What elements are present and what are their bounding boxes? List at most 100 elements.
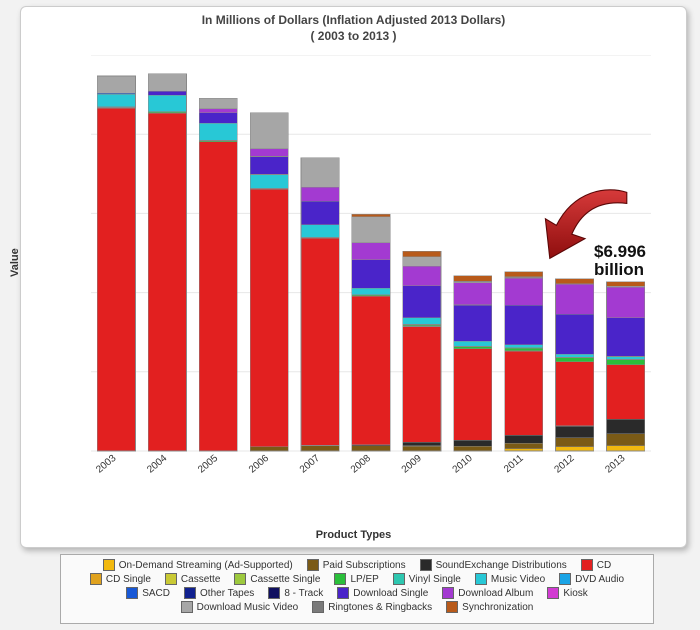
legend-item: Paid Subscriptions: [307, 559, 406, 571]
bar-segment: [505, 443, 543, 448]
bar-segment: [606, 434, 644, 446]
svg-text:2010: 2010: [451, 453, 475, 476]
bar-segment: [505, 449, 543, 451]
legend-label: Ringtones & Ringbacks: [328, 602, 432, 613]
svg-text:2004: 2004: [145, 453, 169, 476]
legend-item: Download Music Video: [181, 601, 299, 613]
legend-item: Ringtones & Ringbacks: [312, 601, 432, 613]
legend-item: Other Tapes: [184, 587, 254, 599]
bar-segment: [556, 284, 594, 314]
chart-card: In Millions of Dollars (Inflation Adjust…: [20, 6, 687, 548]
bar-segment: [301, 187, 339, 201]
legend-swatch: [475, 573, 487, 585]
bar-segment: [556, 357, 594, 361]
legend-swatch: [307, 559, 319, 571]
bar-segment: [403, 257, 441, 266]
legend-item: Download Single: [337, 587, 428, 599]
bar-segment: [148, 74, 186, 91]
bar-segment: [199, 142, 237, 451]
bar-segment: [301, 225, 339, 237]
legend-swatch: [559, 573, 571, 585]
legend-swatch: [420, 559, 432, 571]
legend-label: Paid Subscriptions: [323, 560, 406, 571]
svg-text:2013: 2013: [603, 453, 627, 476]
bar-segment: [352, 214, 390, 216]
legend-swatch: [184, 587, 196, 599]
chart-title-2: ( 2003 to 2013 ): [21, 29, 686, 43]
svg-text:2008: 2008: [349, 453, 373, 476]
legend-label: Download Single: [353, 588, 428, 599]
bar-segment: [148, 91, 186, 95]
legend-item: SoundExchange Distributions: [420, 559, 567, 571]
bar-segment: [606, 419, 644, 434]
bar-segment: [250, 113, 288, 149]
legend-label: Kiosk: [563, 588, 587, 599]
bar-segment: [454, 446, 492, 451]
legend-item: SACD: [126, 587, 170, 599]
legend-swatch: [126, 587, 138, 599]
chart-frame: In Millions of Dollars (Inflation Adjust…: [0, 0, 700, 630]
legend-item: On-Demand Streaming (Ad-Supported): [103, 559, 293, 571]
bar-segment: [606, 446, 644, 451]
legend-item: Synchronization: [446, 601, 533, 613]
bar-segment: [403, 442, 441, 446]
legend-item: Vinyl Single: [393, 573, 461, 585]
bar-segment: [403, 318, 441, 325]
legend-item: CD: [581, 559, 611, 571]
bar-segment: [606, 318, 644, 357]
bar-segment: [606, 356, 644, 359]
legend-swatch: [268, 587, 280, 599]
bar-segment: [403, 251, 441, 256]
legend-label: Cassette Single: [250, 574, 320, 585]
legend-item: Music Video: [475, 573, 545, 585]
callout-amount: $6.996: [594, 242, 646, 261]
bar-segment: [199, 109, 237, 113]
legend-label: Cassette: [181, 574, 220, 585]
bar-segment: [556, 438, 594, 447]
legend-item: Cassette: [165, 573, 220, 585]
bar-segment: [556, 314, 594, 354]
bar-segment: [301, 238, 339, 445]
bar-segment: [352, 217, 390, 243]
bar-segment: [199, 98, 237, 108]
legend-label: Other Tapes: [200, 588, 254, 599]
bar-segment: [454, 283, 492, 305]
bar-segment: [148, 113, 186, 451]
svg-text:2012: 2012: [552, 453, 576, 476]
x-axis-label: Product Types: [21, 529, 686, 541]
legend-swatch: [312, 601, 324, 613]
callout-unit: billion: [594, 260, 644, 279]
bar-segment: [199, 113, 237, 123]
legend-label: CD Single: [106, 574, 151, 585]
legend-item: Kiosk: [547, 587, 587, 599]
legend-swatch: [90, 573, 102, 585]
legend-swatch: [547, 587, 559, 599]
bar-segment: [606, 359, 644, 364]
legend-item: 8 - Track: [268, 587, 323, 599]
bar-segment: [250, 156, 288, 174]
bar-segment: [403, 286, 441, 318]
legend-swatch: [446, 601, 458, 613]
bar-segment: [352, 243, 390, 260]
legend-swatch: [393, 573, 405, 585]
legend-swatch: [103, 559, 115, 571]
bar-segment: [454, 440, 492, 446]
bar-segment: [97, 76, 135, 93]
bar-segment: [556, 447, 594, 451]
bar-segment: [606, 365, 644, 419]
bar-segment: [97, 94, 135, 106]
legend-swatch: [234, 573, 246, 585]
svg-text:2005: 2005: [196, 453, 220, 476]
bar-segment: [250, 149, 288, 157]
legend-label: CD: [597, 560, 611, 571]
bar-segment: [352, 446, 390, 451]
legend-label: Music Video: [491, 574, 545, 585]
legend-label: On-Demand Streaming (Ad-Supported): [119, 560, 293, 571]
legend-swatch: [442, 587, 454, 599]
legend-label: SoundExchange Distributions: [436, 560, 567, 571]
svg-text:2006: 2006: [247, 453, 271, 476]
y-axis-label: Value: [9, 248, 21, 277]
bar-segment: [352, 260, 390, 288]
legend-label: Vinyl Single: [409, 574, 461, 585]
bar-segment: [556, 362, 594, 426]
